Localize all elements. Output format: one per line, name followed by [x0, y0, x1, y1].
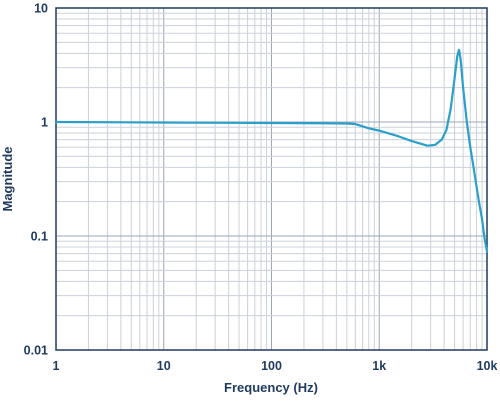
x-tick-label: 100	[261, 359, 282, 373]
grid	[56, 8, 487, 350]
x-tick-label: 10k	[477, 359, 498, 373]
series-layer	[54, 48, 489, 253]
y-tick-label: 0.1	[31, 230, 48, 244]
series-line-0	[54, 48, 489, 253]
x-tick-label: 10	[157, 359, 171, 373]
y-tick-label: 0.01	[24, 344, 48, 358]
y-tick-label: 10	[34, 2, 48, 16]
x-tick-label: 1	[53, 359, 60, 373]
plot-frame	[55, 7, 488, 351]
y-axis-title: Magnitude	[0, 147, 15, 212]
tick-labels: 1 10 100 1k 10k 0.01 0.1 1 10	[24, 2, 498, 374]
x-tick-label: 1k	[372, 359, 386, 373]
x-axis-title: Frequency (Hz)	[224, 380, 318, 395]
y-tick-label: 1	[41, 116, 48, 130]
